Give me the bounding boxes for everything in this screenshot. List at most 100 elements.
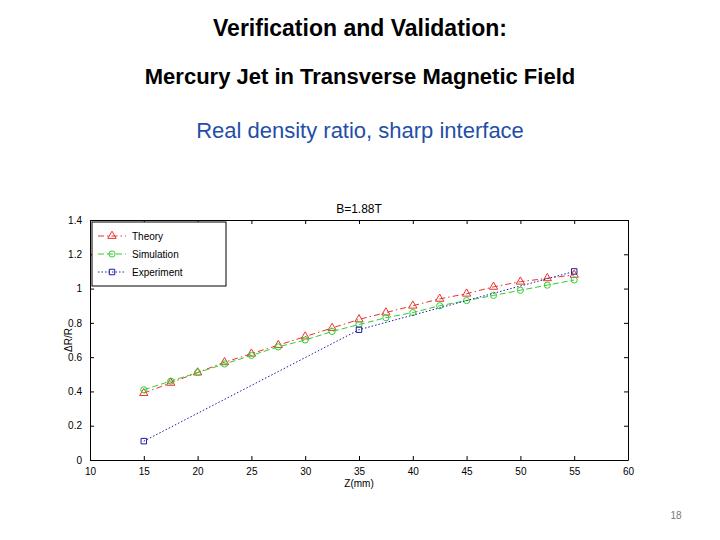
data-point [489,282,497,289]
tick [574,220,575,224]
tick-label: 0.2 [68,420,82,431]
legend-entry: Simulation [98,249,179,260]
tick: 40 [408,456,420,477]
tick [624,289,628,290]
tick-label: 45 [462,466,474,477]
tick: 35 [354,456,366,477]
tick-label: 1 [76,283,82,294]
y-axis-title: ΔR/R [63,328,74,352]
tick-label: 1.4 [68,215,82,226]
legend-label: Experiment [132,267,183,278]
legend-marker [109,269,114,274]
tick [624,254,628,255]
tick: 25 [246,456,258,477]
tick-label: 60 [623,466,635,477]
data-point [329,328,335,334]
tick-mark [624,289,628,290]
tick-label: 25 [246,466,258,477]
slide-heading: Verification and Validation: [213,15,507,41]
tick-mark [198,456,199,460]
tick: 45 [462,456,474,477]
tick-label: 0.8 [68,318,82,329]
tick-mark [574,220,575,224]
data-point [409,301,417,308]
tick-label: 0.4 [68,386,82,397]
data-point [221,361,227,367]
tick: 20 [193,456,205,477]
data-point [544,282,550,288]
tick [624,391,628,392]
tick-mark [251,456,252,460]
tick: 0.8 [68,318,94,329]
tick-mark [624,391,628,392]
tick-mark [520,220,521,224]
tick-label: 35 [354,466,366,477]
tick-label: 40 [408,466,420,477]
slide-tagline: Real density ratio, sharp interface [196,118,524,143]
tick-mark [413,456,414,460]
tick: 15 [139,456,151,477]
data-point [517,287,523,293]
tick-mark [467,456,468,460]
tick: 55 [569,456,581,477]
slide: Verification and Validation:Mercury Jet … [0,0,720,540]
tick: 1.4 [68,215,94,226]
tick-mark [251,220,252,224]
tick-label: 55 [569,466,581,477]
tick-label: 10 [85,466,97,477]
plot-marks [140,269,579,444]
tick-mark [359,220,360,224]
series-line [144,271,574,441]
tick: 0.6 [68,352,94,363]
data-point [571,277,577,283]
data-point [195,369,201,375]
tick [305,220,306,224]
tick-label: 20 [193,466,205,477]
tick-mark [90,391,94,392]
tick [359,220,360,224]
data-point [141,438,146,443]
legend-line [98,254,126,255]
legend-marker [108,231,116,238]
tick [520,220,521,224]
tick: 0.4 [68,386,94,397]
data-point [275,344,281,350]
tick-label: 1.2 [68,249,82,260]
legend-label: Simulation [132,249,179,260]
data-point [193,368,201,375]
tick-mark [467,220,468,224]
tick: 1 [76,283,94,294]
tick-mark [359,456,360,460]
tick [624,357,628,358]
data-point [356,327,361,332]
data-point [436,294,444,301]
tick-label: 0 [76,455,82,466]
tick [467,220,468,224]
data-point [248,352,254,358]
axis-line [91,460,629,461]
tick-label: 30 [300,466,312,477]
legend-line [98,272,126,273]
tick-mark [624,357,628,358]
frame-axis [624,221,629,461]
tick: 50 [515,456,527,477]
page-number: 18 [670,510,682,521]
legend-box [92,222,226,286]
data-point [571,269,576,274]
tick-mark [624,220,628,221]
data-point [516,277,524,284]
axis-line [90,221,91,461]
tick-mark [624,323,628,324]
tick [413,220,414,224]
series-line [144,280,574,390]
tick: 0 [76,455,94,466]
legend-line [98,236,126,237]
tick-mark [574,456,575,460]
tick-mark [520,456,521,460]
data-point [355,315,363,322]
plot-background [90,220,628,460]
data-point [382,308,390,315]
tick-mark [144,456,145,460]
tick [624,220,628,221]
tick-mark [90,220,91,224]
